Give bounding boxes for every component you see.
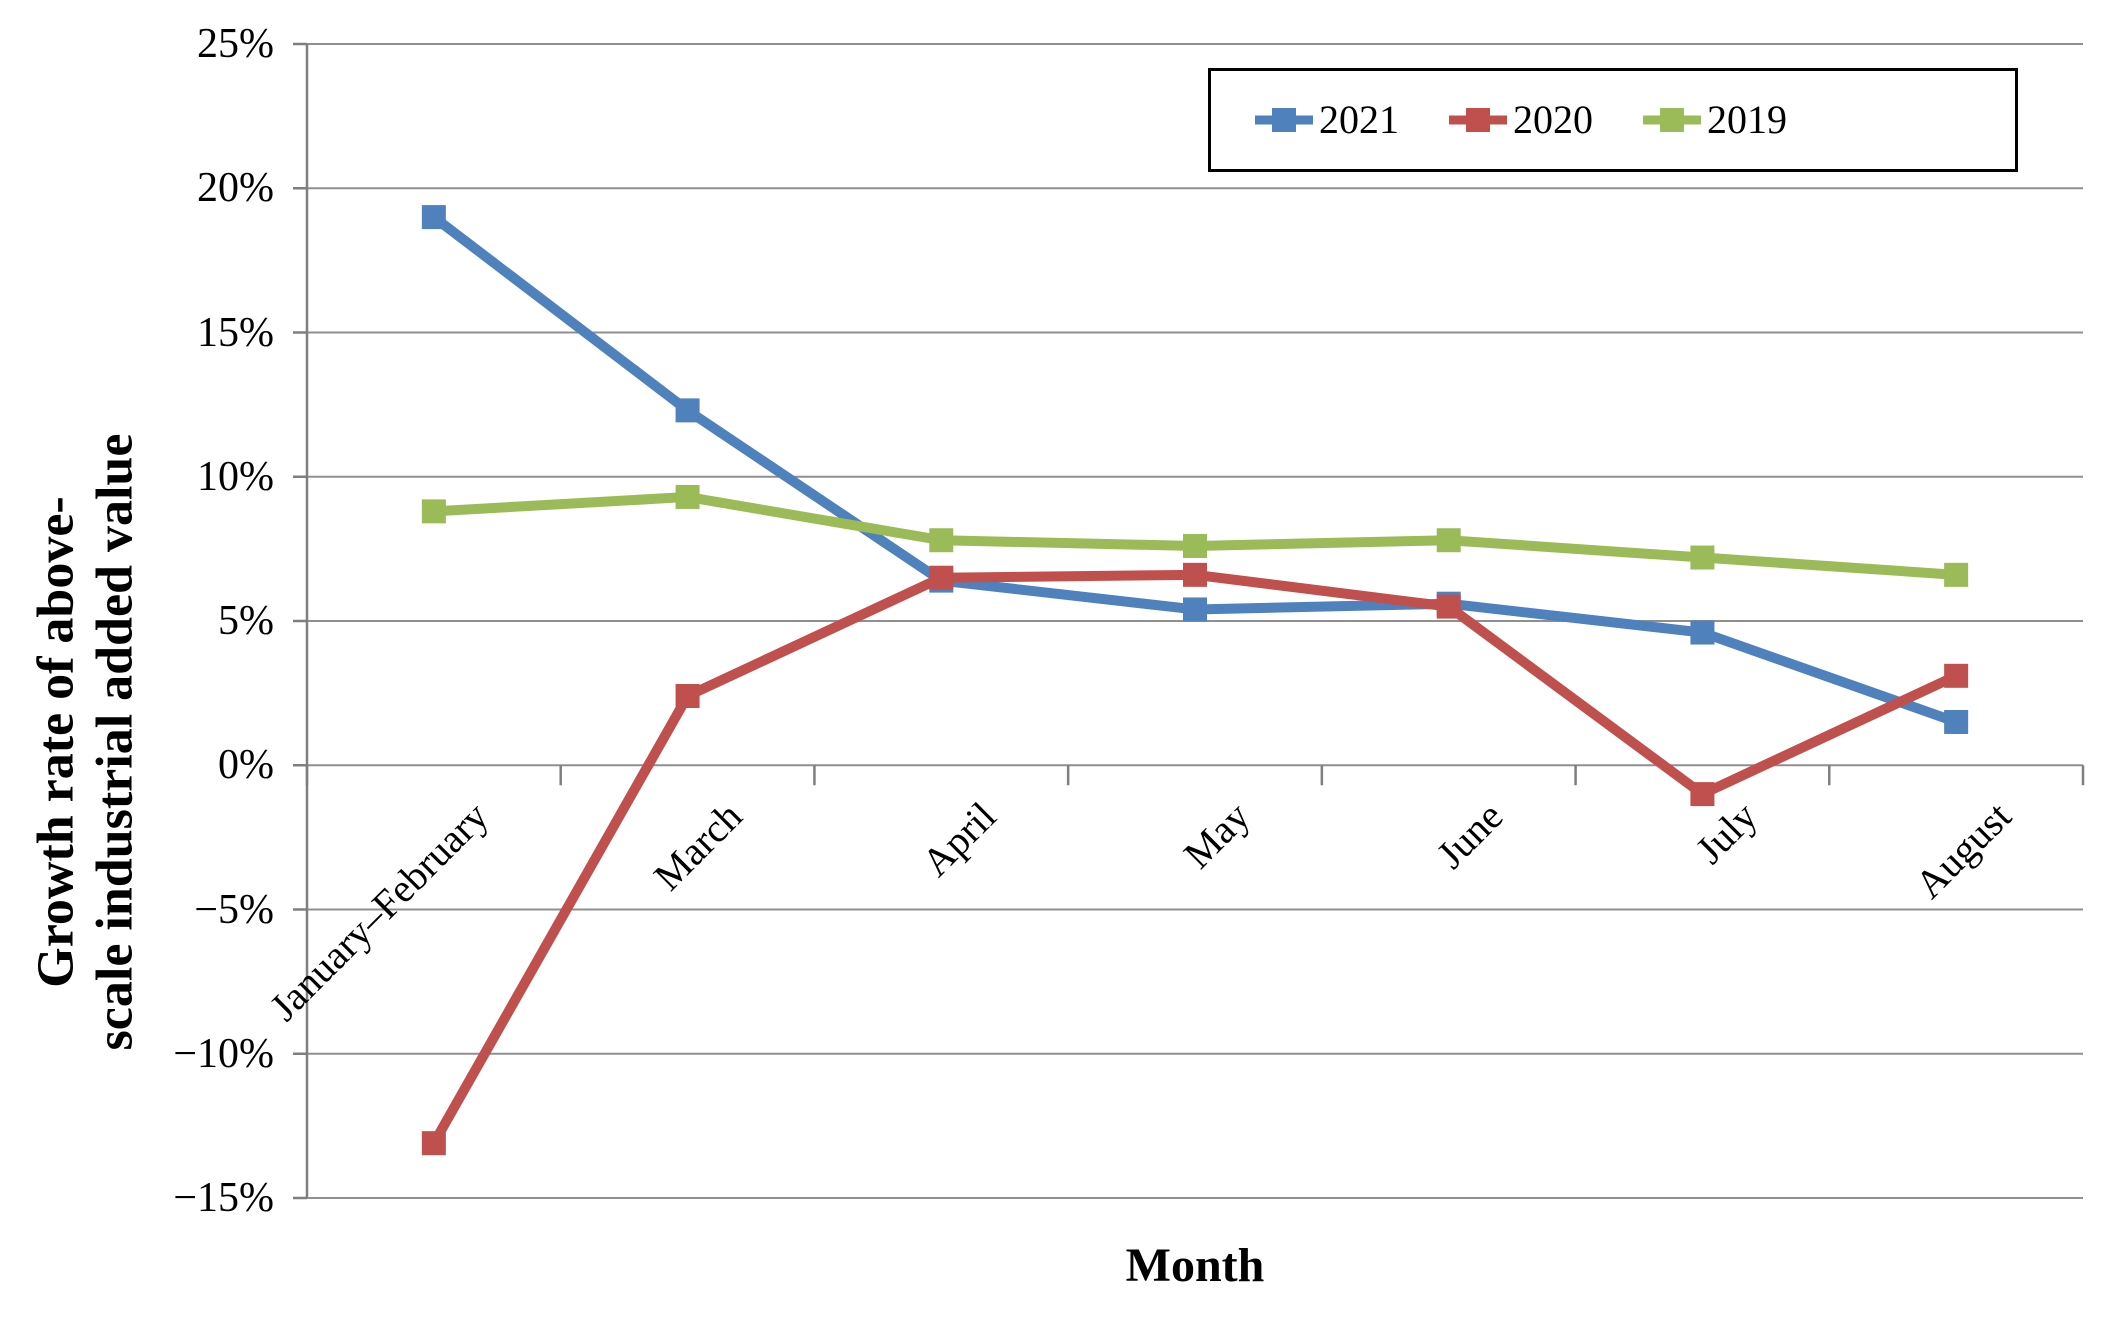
series-marker-2021 xyxy=(1183,597,1207,622)
legend-entry-2019: 2019 xyxy=(1643,98,1787,142)
legend-swatch xyxy=(1449,108,1507,132)
y-axis-title-line1: Growth rate of above- xyxy=(27,496,85,988)
series-line-2021 xyxy=(430,213,1958,727)
legend-swatch xyxy=(1643,108,1701,132)
legend-label: 2019 xyxy=(1707,97,1787,142)
y-axis-title-line2: scale industrial added value xyxy=(86,433,143,1051)
series-marker-2019 xyxy=(1436,528,1461,553)
series-marker-2020 xyxy=(1690,782,1715,807)
series-marker-2021 xyxy=(1944,709,1969,734)
series-marker-2021 xyxy=(1690,620,1715,645)
series-marker-2019 xyxy=(929,528,954,553)
series-marker-2019 xyxy=(421,499,446,524)
y-axis-title: Growth rate of above- scale industrial a… xyxy=(27,434,145,1051)
y-tick-label: −5% xyxy=(194,886,274,933)
y-tick-label: 20% xyxy=(197,165,274,212)
y-tick-label: 25% xyxy=(197,21,274,67)
y-tick-label: 10% xyxy=(197,453,274,500)
series-marker-2020 xyxy=(1944,663,1969,688)
y-tick-label: 0% xyxy=(218,742,274,789)
legend-label: 2020 xyxy=(1513,97,1593,142)
series-marker-2020 xyxy=(421,1131,446,1156)
series-marker-2019 xyxy=(1183,533,1207,558)
y-tick-label: 15% xyxy=(197,309,274,356)
series-marker-2020 xyxy=(675,684,700,709)
legend-label: 2021 xyxy=(1319,97,1399,142)
legend-swatch xyxy=(1255,108,1313,132)
x-axis-title: Month xyxy=(1125,1239,1265,1292)
series-marker-2020 xyxy=(929,565,954,590)
series-marker-2021 xyxy=(675,398,700,423)
series-marker-2020 xyxy=(1183,562,1207,587)
series-marker-2021 xyxy=(421,205,446,230)
series-marker-2020 xyxy=(1436,594,1461,619)
series-marker-2019 xyxy=(1690,545,1715,570)
legend-entry-2020: 2020 xyxy=(1449,98,1593,142)
series-marker-2019 xyxy=(675,484,700,509)
y-tick-label: 5% xyxy=(218,598,274,644)
y-tick-label: −10% xyxy=(173,1030,274,1077)
y-tick-label: −15% xyxy=(173,1175,274,1221)
legend-entry-2021: 2021 xyxy=(1255,98,1399,142)
legend: 2021 2020 2019 xyxy=(1208,68,2018,172)
series-marker-2019 xyxy=(1944,562,1969,587)
